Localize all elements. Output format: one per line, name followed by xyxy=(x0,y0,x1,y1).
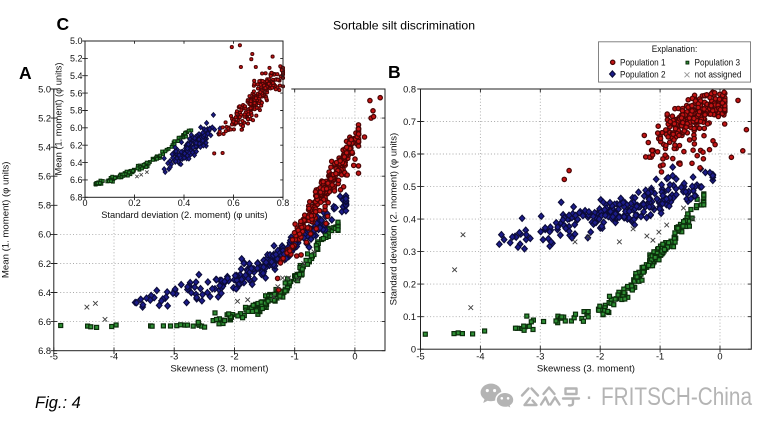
svg-text:0.2: 0.2 xyxy=(128,198,141,208)
svg-text:0.4: 0.4 xyxy=(178,198,191,208)
svg-text:0.5: 0.5 xyxy=(403,182,416,192)
svg-text:Population 3: Population 3 xyxy=(695,58,741,68)
svg-text:0: 0 xyxy=(411,345,416,355)
svg-text:-3: -3 xyxy=(170,352,178,362)
svg-text:A: A xyxy=(19,63,32,83)
svg-text:0.1: 0.1 xyxy=(403,312,416,322)
svg-text:5.6: 5.6 xyxy=(70,88,83,98)
svg-text:5.2: 5.2 xyxy=(70,54,83,64)
svg-text:5.8: 5.8 xyxy=(38,201,51,211)
svg-text:6.6: 6.6 xyxy=(70,175,83,185)
svg-text:6.2: 6.2 xyxy=(70,140,83,150)
svg-text:5.0: 5.0 xyxy=(38,84,51,94)
svg-text:Mean (1. moment) (φ units): Mean (1. moment) (φ units) xyxy=(1,162,12,279)
svg-text:Skewness (3. moment): Skewness (3. moment) xyxy=(170,364,268,375)
svg-text:C: C xyxy=(57,14,70,34)
svg-text:-3: -3 xyxy=(536,352,544,362)
svg-text:not assigned: not assigned xyxy=(695,69,742,79)
svg-text:6.2: 6.2 xyxy=(38,259,51,269)
svg-text:Fig.: 4: Fig.: 4 xyxy=(35,394,81,412)
svg-text:0.8: 0.8 xyxy=(403,84,416,94)
svg-text:5.6: 5.6 xyxy=(38,172,51,182)
svg-text:5.2: 5.2 xyxy=(38,113,51,123)
svg-text:Sortable silt discrimination: Sortable silt discrimination xyxy=(333,19,475,33)
svg-text:-1: -1 xyxy=(291,352,299,362)
svg-text:5.0: 5.0 xyxy=(70,36,83,46)
svg-text:-1: -1 xyxy=(656,352,664,362)
svg-text:0.3: 0.3 xyxy=(403,247,416,257)
svg-text:0.6: 0.6 xyxy=(403,149,416,159)
svg-text:Explanation:: Explanation: xyxy=(652,44,698,54)
svg-text:5.8: 5.8 xyxy=(70,106,83,116)
svg-text:-4: -4 xyxy=(110,352,118,362)
svg-text:Skewness (3. moment): Skewness (3. moment) xyxy=(537,364,635,375)
svg-text:6.0: 6.0 xyxy=(38,230,51,240)
svg-text:·: · xyxy=(585,384,593,411)
svg-text:5.4: 5.4 xyxy=(38,143,51,153)
svg-text:Standard deviation (2. moment): Standard deviation (2. moment) (φ units) xyxy=(101,210,267,220)
svg-text:FRITSCH-China: FRITSCH-China xyxy=(601,383,752,411)
svg-text:0: 0 xyxy=(352,352,357,362)
svg-text:5.4: 5.4 xyxy=(70,71,83,81)
svg-text:-5: -5 xyxy=(416,352,424,362)
svg-text:0.4: 0.4 xyxy=(403,214,416,224)
svg-text:Standard deviation (2. moment): Standard deviation (2. moment) (φ units) xyxy=(389,133,400,306)
svg-text:6.8: 6.8 xyxy=(70,193,83,203)
svg-text:0.8: 0.8 xyxy=(277,198,290,208)
svg-text:0.2: 0.2 xyxy=(403,279,416,289)
svg-text:0: 0 xyxy=(717,352,722,362)
svg-text:B: B xyxy=(388,62,401,82)
svg-text:0.7: 0.7 xyxy=(403,117,416,127)
svg-text:Population 1: Population 1 xyxy=(620,58,666,68)
svg-text:-4: -4 xyxy=(476,352,484,362)
svg-text:6.4: 6.4 xyxy=(70,158,83,168)
svg-text:6.0: 6.0 xyxy=(70,123,83,133)
svg-text:-2: -2 xyxy=(230,352,238,362)
svg-text:6.8: 6.8 xyxy=(38,346,51,356)
svg-text:0.6: 0.6 xyxy=(227,198,240,208)
svg-text:0: 0 xyxy=(82,198,87,208)
svg-text:6.4: 6.4 xyxy=(38,288,51,298)
svg-text:-5: -5 xyxy=(50,352,58,362)
svg-text:Population 2: Population 2 xyxy=(620,69,666,79)
svg-text:Mean (1. moment) (φ units): Mean (1. moment) (φ units) xyxy=(54,63,64,176)
svg-text:6.6: 6.6 xyxy=(38,317,51,327)
svg-text:-2: -2 xyxy=(596,352,604,362)
